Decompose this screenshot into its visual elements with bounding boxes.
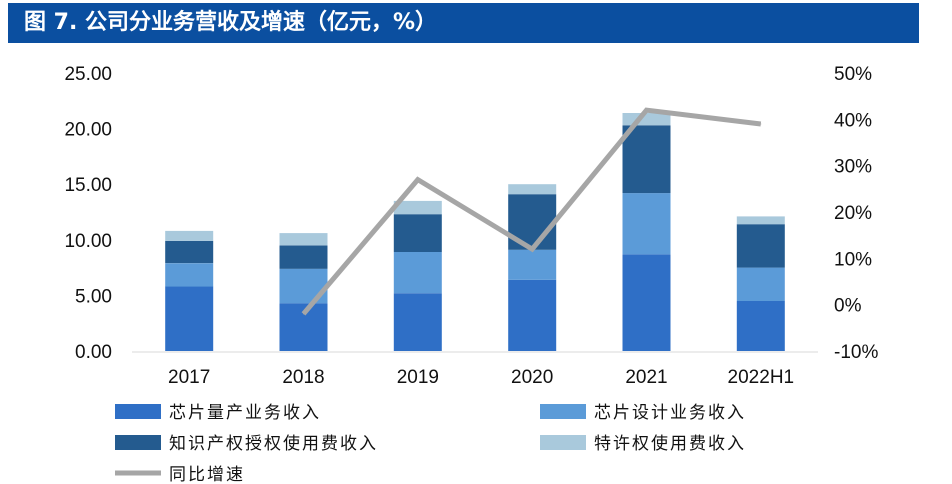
x-tick-label: 2019 [397,367,439,388]
right-y-tick-label: -10% [834,342,878,363]
bar-segment-2022H1-series-2 [736,267,785,301]
title-bar: 图 7. 公司分业务营收及增速（亿元，%） [8,3,919,43]
legend-label: 特许权使用费收入 [594,433,746,454]
bar-layer [165,113,785,351]
chart-title: 图 7. 公司分业务营收及增速（亿元，%） [24,10,438,35]
x-tick-label: 2021 [625,367,667,388]
x-tick-label: 2018 [282,367,324,388]
x-axis: 2017 2018 2019 2020 2021 2022H1 [132,351,818,388]
right-y-tick-label: 20% [834,203,872,224]
right-y-tick-label: 30% [834,157,872,178]
bar-segment-2022H1-series-1 [736,301,785,351]
bar-segment-2020-series-2 [508,249,557,280]
left-y-axis: 0.00 5.00 10.00 15.00 20.00 25.00 [64,64,112,363]
right-y-tick-label: 40% [834,110,872,131]
bar-segment-2022H1-series-4 [736,216,785,225]
bar-segment-2017-series-4 [165,230,214,241]
bar-segment-2017-series-1 [165,286,214,351]
bar-segment-2018-series-2 [279,268,328,304]
growth-point-2019 [417,179,419,181]
bar-segment-2020-series-1 [508,279,557,351]
legend-swatch [115,435,161,450]
bar-segment-2019-series-1 [393,293,442,351]
legend-label: 同比增速 [169,465,245,484]
bar-segment-2019-series-2 [393,252,442,294]
legend-label: 知识产权授权使用费收入 [169,433,378,454]
bar-segment-2019-series-4 [393,200,442,215]
x-tick-label: 2020 [511,367,553,388]
right-y-tick-label: 0% [834,296,862,317]
bar-segment-2018-series-4 [279,233,328,246]
left-y-tick-label: 0.00 [75,342,112,363]
bar-segment-2021-series-3 [622,125,671,194]
legend-label: 芯片量产业务收入 [169,403,321,423]
growth-point-2022H1 [760,123,762,125]
right-y-axis: -10% 0% 10% 20% 30% 40% 50% [834,64,878,363]
left-y-tick-label: 20.00 [64,120,112,141]
legend-label: 芯片设计业务收入 [594,403,746,423]
right-y-tick-label: 50% [834,64,872,85]
legend-swatch [540,435,586,450]
bar-segment-2018-series-3 [279,245,328,269]
left-y-tick-label: 5.00 [75,286,112,307]
growth-point-2018 [303,313,304,315]
bar-segment-2022H1-series-3 [736,224,785,268]
bar-segment-2017-series-3 [165,240,214,264]
legend-swatch [115,404,161,419]
x-tick-label: 2022H1 [728,367,795,388]
growth-line-layer [301,107,762,316]
x-tick-label: 2017 [168,367,210,388]
bar-segment-2017-series-2 [165,263,214,287]
bar-segment-2019-series-3 [393,214,442,252]
growth-point-2020 [531,248,533,250]
growth-point-2021 [646,109,647,111]
right-y-tick-label: 10% [834,249,872,270]
bar-segment-2021-series-4 [622,113,671,126]
legend-swatch [540,404,586,419]
left-y-tick-label: 15.00 [64,175,112,196]
left-y-tick-label: 10.00 [64,231,112,252]
bar-segment-2020-series-4 [508,184,557,195]
left-y-tick-label: 25.00 [64,64,112,85]
bar-segment-2021-series-2 [622,193,671,255]
bar-segment-2021-series-1 [622,254,671,351]
